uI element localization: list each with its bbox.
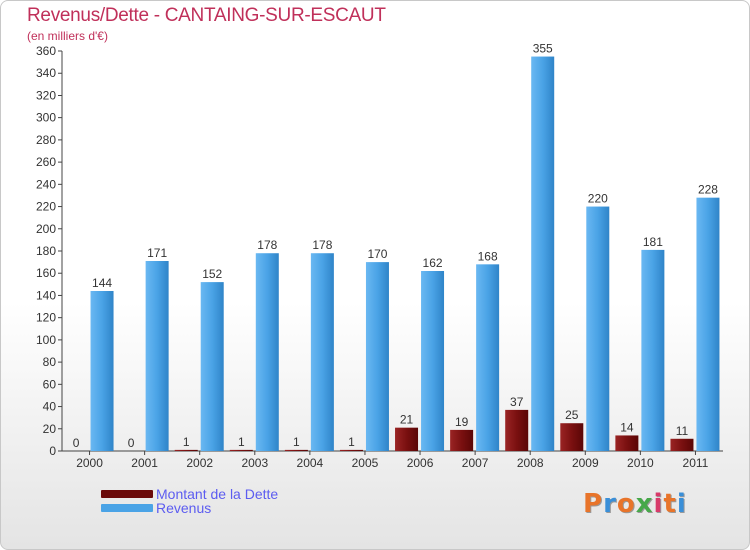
data-label-revenue: 355	[533, 42, 553, 56]
logo-letter: i	[653, 489, 664, 519]
x-tick-label: 2008	[517, 456, 544, 470]
bar-revenue	[200, 282, 224, 451]
data-label-debt: 0	[128, 436, 135, 450]
y-tick-label: 340	[36, 66, 56, 80]
bar-revenue	[421, 271, 445, 451]
y-tick-label: 180	[36, 244, 56, 258]
x-tick-label: 2000	[76, 456, 103, 470]
x-tick-label: 2011	[683, 456, 709, 470]
data-label-revenue: 220	[588, 192, 608, 206]
bar-revenue	[641, 249, 665, 451]
bar-debt	[615, 435, 639, 451]
y-tick-label: 260	[36, 155, 56, 169]
y-tick-label: 60	[43, 377, 57, 391]
axes: 0204060801001201401601802002202402602803…	[36, 44, 723, 470]
data-label-debt: 37	[510, 395, 524, 409]
data-label-debt: 1	[348, 435, 355, 449]
chart-subtitle: (en milliers d'€)	[27, 29, 108, 43]
bar-debt	[450, 429, 474, 451]
data-label-revenue: 171	[147, 246, 167, 260]
bar-revenue	[476, 264, 500, 451]
legend-swatch-debt	[101, 490, 153, 498]
proxiti-logo: Proxiti	[583, 489, 687, 519]
bar-debt	[174, 449, 198, 451]
x-tick-label: 2010	[627, 456, 654, 470]
x-tick-label: 2003	[241, 456, 268, 470]
bar-debt	[339, 449, 363, 451]
bar-revenue	[255, 253, 279, 451]
y-tick-label: 200	[36, 222, 56, 236]
y-tick-label: 220	[36, 200, 56, 214]
data-label-debt: 11	[676, 424, 689, 438]
x-tick-label: 2009	[572, 456, 599, 470]
x-tick-label: 2005	[352, 456, 379, 470]
bar-debt	[395, 427, 419, 451]
logo-letter: o	[616, 489, 636, 519]
logo-letter: x	[635, 489, 654, 519]
logo-letter: t	[663, 489, 677, 519]
y-tick-label: 80	[43, 355, 57, 369]
bar-debt	[670, 438, 694, 451]
data-labels: 0 144 0 171 1 152 1 178 1 178 1 170 21 162 19 168 37 355 2…	[73, 42, 719, 450]
y-tick-label: 240	[36, 177, 56, 191]
data-label-debt: 14	[620, 420, 634, 434]
bar-debt	[560, 423, 584, 451]
legend-label-debt: Montant de la Dette	[156, 486, 279, 502]
data-label-revenue: 178	[257, 238, 277, 252]
y-tick-label: 40	[43, 400, 57, 414]
data-label-revenue: 228	[698, 183, 718, 197]
bar-revenue	[310, 253, 334, 451]
data-label-debt: 21	[400, 413, 414, 427]
x-tick-label: 2002	[186, 456, 213, 470]
bar-revenue	[90, 291, 114, 451]
y-tick-label: 360	[36, 44, 56, 58]
bar-debt	[284, 449, 308, 451]
data-label-revenue: 144	[92, 276, 112, 290]
bar-revenue	[531, 56, 555, 452]
x-tick-label: 2004	[297, 456, 324, 470]
legend-item-revenue: Revenus	[101, 500, 278, 516]
legend-item-debt: Montant de la Dette	[101, 486, 279, 502]
data-label-debt: 1	[238, 435, 245, 449]
bar-revenue	[696, 197, 720, 451]
data-label-revenue: 152	[202, 267, 222, 281]
bar-debt	[505, 409, 529, 451]
bars	[90, 56, 720, 452]
x-tick-label: 2007	[462, 456, 489, 470]
bar-revenue	[586, 206, 610, 451]
x-tick-label: 2006	[407, 456, 434, 470]
legend-label-revenue: Revenus	[156, 500, 212, 516]
data-label-debt: 1	[183, 435, 190, 449]
y-tick-label: 100	[36, 333, 56, 347]
chart-title: Revenus/Dette - CANTAING-SUR-ESCAUT	[27, 5, 386, 26]
logo-letter: i	[676, 489, 687, 519]
legend: Montant de la Dette Revenus	[101, 486, 279, 516]
data-label-revenue: 170	[367, 247, 387, 261]
data-label-debt: 0	[73, 436, 80, 450]
bar-revenue	[145, 261, 169, 451]
bar-debt	[229, 449, 253, 451]
data-label-revenue: 162	[423, 256, 443, 270]
data-label-revenue: 168	[478, 249, 498, 263]
y-tick-label: 140	[36, 288, 56, 302]
data-label-debt: 25	[565, 408, 579, 422]
data-label-debt: 1	[293, 435, 300, 449]
x-tick-label: 2001	[131, 456, 158, 470]
logo-letter: P	[583, 489, 604, 519]
y-tick-label: 20	[43, 422, 57, 436]
y-tick-label: 120	[36, 311, 56, 325]
logo-letter: r	[603, 489, 617, 519]
data-label-revenue: 181	[643, 235, 663, 249]
data-label-debt: 19	[455, 415, 469, 429]
legend-swatch-revenue	[101, 504, 153, 512]
y-tick-label: 300	[36, 111, 56, 125]
data-label-revenue: 178	[312, 238, 332, 252]
bar-revenue	[365, 262, 389, 451]
y-tick-label: 320	[36, 88, 56, 102]
y-tick-label: 0	[49, 444, 56, 458]
y-tick-label: 160	[36, 266, 56, 280]
y-tick-label: 280	[36, 133, 56, 147]
